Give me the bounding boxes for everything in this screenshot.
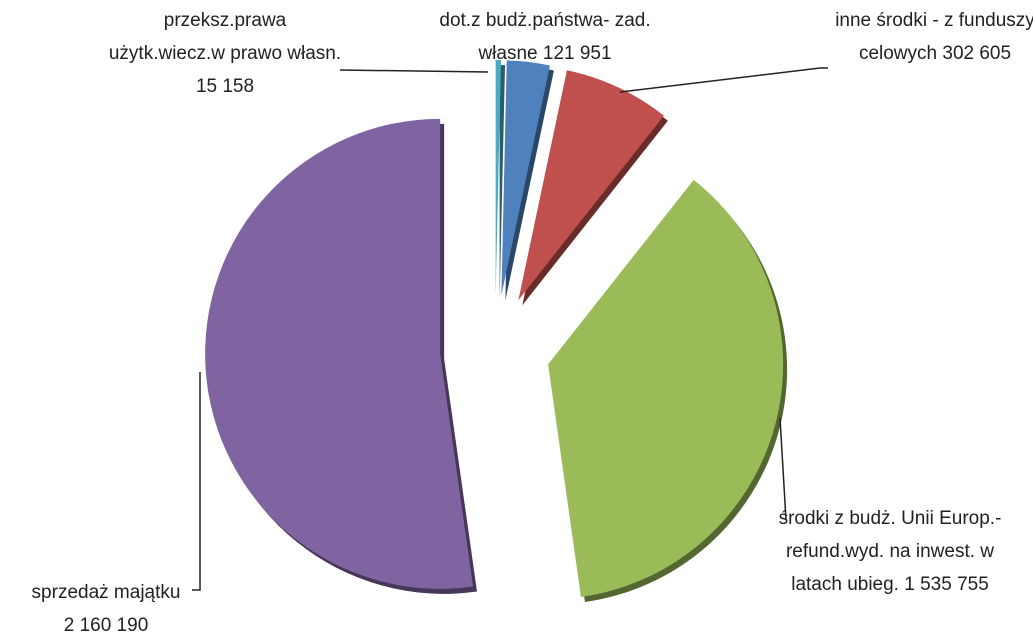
slice [205, 118, 474, 589]
category-label: przeksz.prawa użytk.wiecz.w prawo własn. [108, 10, 342, 64]
category-label: inne środki - z funduszy celowych [835, 10, 1033, 64]
leader-line [619, 67, 828, 93]
slice [501, 60, 550, 296]
slice [518, 70, 664, 301]
slice [548, 179, 784, 598]
category-label: środki z budż. Unii Europ.- refund.wyd. … [778, 508, 1002, 595]
category-label: dot.z budż.państwa- zad. własne [439, 10, 651, 64]
slice-label: sprzedaż majątku 2 160 190 [0, 576, 212, 635]
slice-label: inne środki - z funduszy celowych 302 60… [835, 4, 1033, 70]
category-label: sprzedaż majątku [31, 582, 181, 603]
slice-label: przeksz.prawa użytk.wiecz.w prawo własn.… [105, 4, 345, 103]
value-label: 15 158 [195, 76, 255, 97]
slice-label: środki z budż. Unii Europ.- refund.wyd. … [775, 502, 1005, 601]
slices [205, 60, 788, 603]
value-label: 302 605 [942, 43, 1012, 64]
value-label: 2 160 190 [63, 615, 149, 635]
value-label: 1 535 755 [904, 574, 989, 595]
slice-label: dot.z budż.państwa- zad. własne 121 951 [430, 4, 660, 70]
slice-shadow [499, 65, 506, 301]
leader-line [339, 69, 489, 73]
value-label: 121 951 [542, 43, 612, 64]
leader-line [779, 417, 787, 521]
slice [495, 60, 502, 296]
leader-line [192, 372, 201, 591]
